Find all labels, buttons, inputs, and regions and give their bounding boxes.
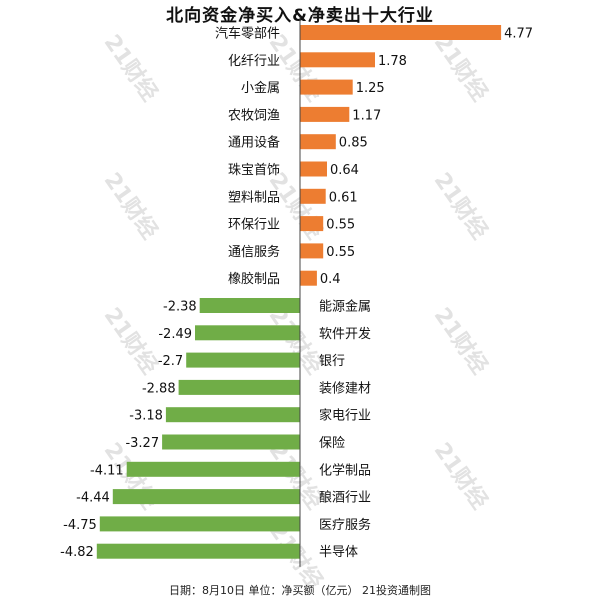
value-label: 0.55 bbox=[326, 245, 355, 260]
category-label: 小金属 bbox=[241, 80, 280, 96]
watermark: 21财经 bbox=[429, 438, 493, 514]
value-label: 1.25 bbox=[356, 81, 385, 96]
bar-5 bbox=[300, 134, 336, 150]
watermark: 21财经 bbox=[429, 303, 493, 379]
bar-12 bbox=[195, 325, 300, 341]
bar-1 bbox=[300, 25, 502, 40]
bar-16 bbox=[162, 434, 300, 450]
bar-3 bbox=[300, 79, 353, 95]
chart-footer: 日期：8月10日 单位：净买额（亿元） 21投资通制图 bbox=[169, 584, 431, 597]
bar-10 bbox=[300, 270, 317, 286]
watermark: 21财经 bbox=[99, 30, 163, 106]
category-label: 通用设备 bbox=[228, 135, 280, 151]
category-label: 化学制品 bbox=[319, 462, 371, 478]
value-label: -2.38 bbox=[163, 300, 197, 315]
category-label: 软件开发 bbox=[319, 326, 371, 342]
watermark: 21财经 bbox=[99, 168, 163, 244]
category-label: 保险 bbox=[319, 436, 345, 451]
category-label: 塑料制品 bbox=[228, 190, 280, 205]
bar-7 bbox=[300, 188, 326, 204]
category-label: 银行 bbox=[319, 354, 345, 369]
bar-8 bbox=[300, 216, 324, 232]
value-label: -4.82 bbox=[60, 545, 94, 560]
bar-13 bbox=[186, 352, 300, 368]
category-label: 通信服务 bbox=[228, 244, 280, 260]
category-label: 珠宝首饰 bbox=[228, 163, 280, 178]
bar-9 bbox=[300, 243, 324, 259]
bar-18 bbox=[112, 489, 300, 505]
category-label: 家电行业 bbox=[319, 408, 371, 424]
value-label: -2.7 bbox=[158, 354, 183, 369]
bar-20 bbox=[96, 543, 300, 559]
category-label: 能源金属 bbox=[319, 299, 371, 315]
value-label: 1.17 bbox=[352, 108, 381, 123]
category-label: 医疗服务 bbox=[319, 517, 371, 533]
value-label: 0.61 bbox=[329, 190, 358, 205]
value-label: 0.4 bbox=[320, 272, 341, 287]
category-label: 橡胶制品 bbox=[228, 271, 280, 287]
bar-2 bbox=[300, 52, 375, 68]
bar-19 bbox=[99, 516, 300, 532]
category-label: 环保行业 bbox=[228, 218, 280, 233]
value-label: -3.27 bbox=[125, 436, 159, 451]
category-label: 农牧饲渔 bbox=[228, 108, 280, 123]
chart-title: 北向资金净买入&净卖出十大行业 bbox=[166, 6, 434, 26]
value-label: 1.78 bbox=[378, 54, 407, 69]
value-label: 4.77 bbox=[504, 27, 533, 42]
watermark: 21财经 bbox=[429, 30, 493, 106]
bar-4 bbox=[300, 106, 350, 122]
watermark: 21财经 bbox=[429, 168, 493, 244]
bar-11 bbox=[199, 298, 300, 313]
value-label: 0.85 bbox=[339, 136, 368, 151]
category-label: 酿酒行业 bbox=[319, 490, 371, 506]
category-label: 半导体 bbox=[319, 545, 358, 560]
value-label: -4.11 bbox=[90, 463, 124, 478]
bar-6 bbox=[300, 161, 327, 177]
value-label: -2.49 bbox=[158, 327, 192, 342]
value-label: -3.18 bbox=[129, 409, 163, 424]
bar-14 bbox=[178, 379, 300, 395]
watermark: 21财经 bbox=[99, 303, 163, 379]
category-label: 汽车零部件 bbox=[215, 26, 280, 42]
category-label: 化纤行业 bbox=[228, 54, 280, 69]
bar-17 bbox=[126, 461, 300, 477]
value-label: -4.75 bbox=[63, 518, 97, 533]
value-label: -4.44 bbox=[76, 491, 110, 506]
category-label: 装修建材 bbox=[319, 381, 371, 396]
value-label: 0.64 bbox=[330, 163, 359, 178]
value-label: -2.88 bbox=[142, 381, 176, 396]
value-label: 0.55 bbox=[326, 218, 355, 233]
bar-15 bbox=[165, 407, 300, 423]
